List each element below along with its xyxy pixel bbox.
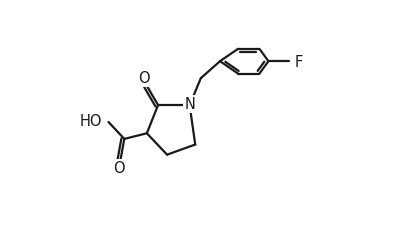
Text: O: O [113, 160, 124, 175]
Text: F: F [295, 54, 303, 69]
Text: HO: HO [79, 114, 102, 129]
Text: O: O [138, 71, 149, 86]
Text: N: N [184, 97, 195, 112]
